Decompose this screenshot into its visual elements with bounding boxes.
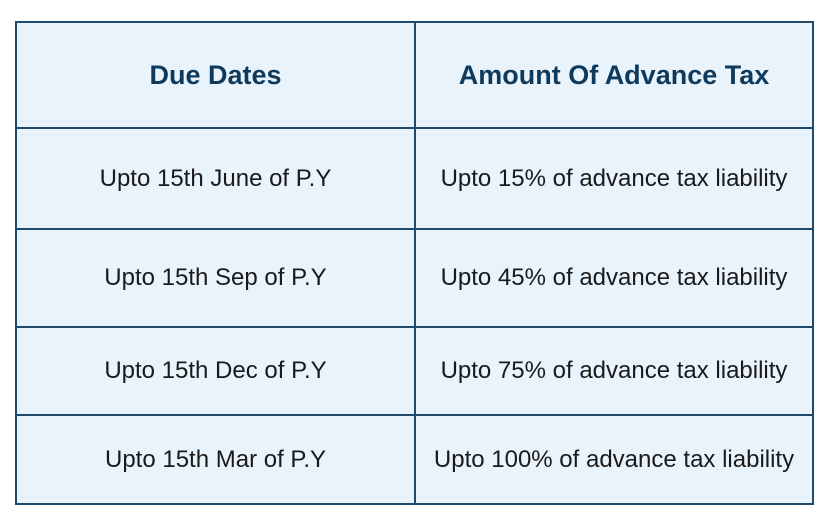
due-date-cell: Upto 15th Sep of P.Y — [15, 228, 416, 328]
table-row: Upto 15th Dec of P.Y Upto 75% of advance… — [15, 326, 814, 416]
table-row: Upto 15th June of P.Y Upto 15% of advanc… — [15, 127, 814, 230]
amount-cell: Upto 100% of advance tax liability — [414, 414, 814, 505]
table-header-row: Due Dates Amount Of Advance Tax — [15, 21, 814, 129]
amount-cell: Upto 45% of advance tax liability — [414, 228, 814, 328]
due-date-cell: Upto 15th Dec of P.Y — [15, 326, 416, 416]
table-row: Upto 15th Mar of P.Y Upto 100% of advanc… — [15, 414, 814, 505]
due-date-cell: Upto 15th June of P.Y — [15, 127, 416, 230]
table-row: Upto 15th Sep of P.Y Upto 45% of advance… — [15, 228, 814, 328]
due-date-cell: Upto 15th Mar of P.Y — [15, 414, 416, 505]
amount-cell: Upto 75% of advance tax liability — [414, 326, 814, 416]
header-amount-of-advance-tax: Amount Of Advance Tax — [414, 21, 814, 129]
header-due-dates: Due Dates — [15, 21, 416, 129]
amount-cell: Upto 15% of advance tax liability — [414, 127, 814, 230]
advance-tax-table: Due Dates Amount Of Advance Tax Upto 15t… — [15, 21, 814, 505]
